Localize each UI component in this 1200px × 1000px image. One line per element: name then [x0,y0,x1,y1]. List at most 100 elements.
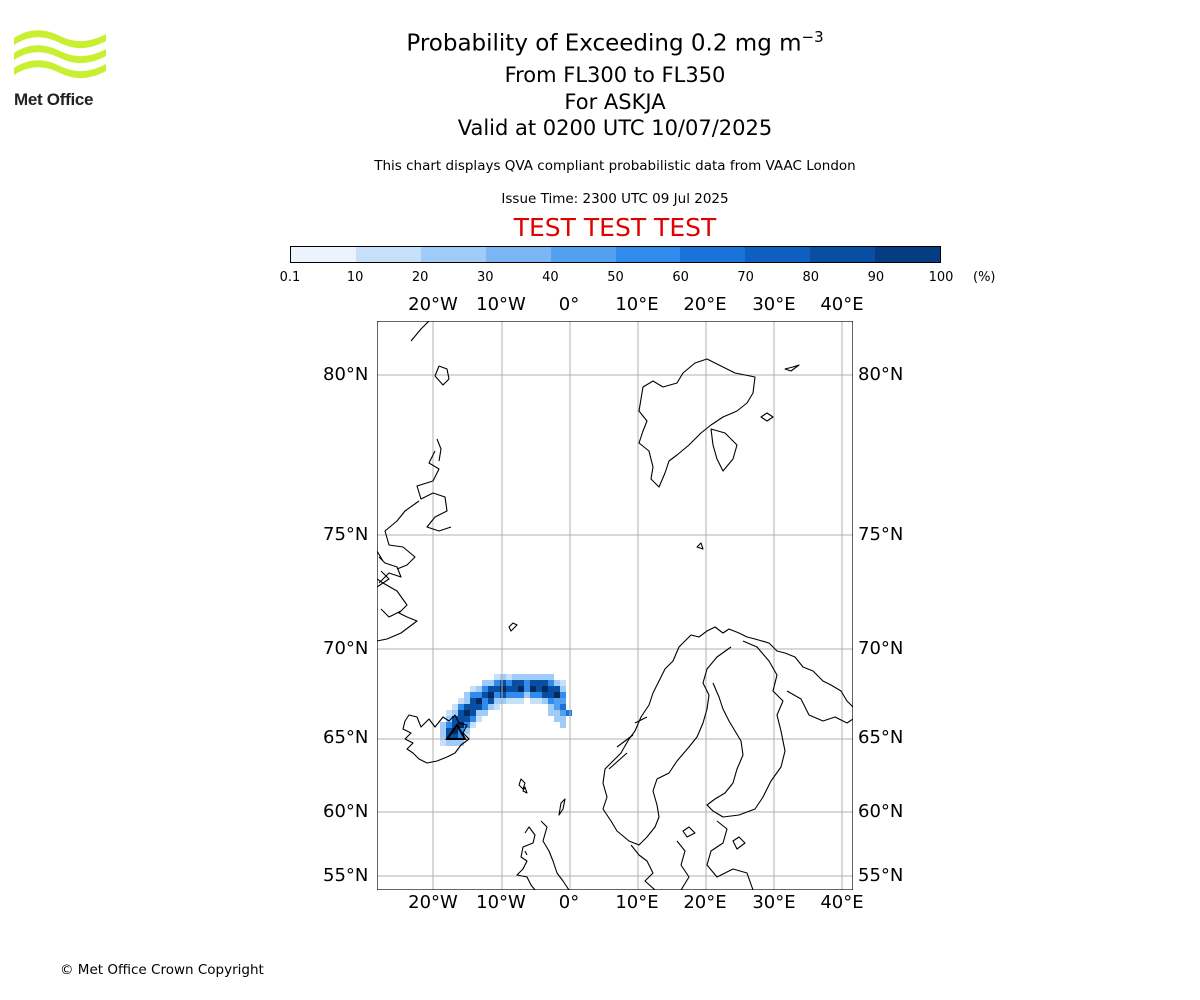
ash-probability-cell [458,734,464,740]
latitude-label-right: 65°N [858,727,904,748]
ash-probability-cell [494,686,500,692]
ash-probability-cell [518,698,524,704]
colorbar-tick-label: 90 [867,270,885,285]
ash-probability-cell [506,674,512,680]
chart-title: Probability of Exceeding 0.2 mg m−3 [300,28,930,57]
ash-probability-cell [536,674,542,680]
ash-probability-cell [566,710,572,716]
ash-probability-cell [446,716,452,722]
ash-probability-cell [530,692,536,698]
latitude-label-right: 70°N [858,638,904,659]
colorbar-tick-label: 50 [607,270,624,285]
probability-colorbar [290,246,941,263]
longitude-label: 20°W [408,892,458,913]
colorbar-tick-label: 40 [542,270,559,285]
ash-probability-cell [542,686,548,692]
colorbar-segment [550,247,616,262]
longitude-label: 20°W [408,294,458,315]
ash-probability-cell [518,686,524,692]
ash-probability-cell [470,722,476,728]
ash-probability-cell [536,686,542,692]
ash-probability-cell [554,680,560,686]
met-office-logo: Met Office [14,28,106,112]
longitude-label: 10°E [615,892,659,913]
ash-probability-cell [500,674,506,680]
colorbar-tick-label: 10 [346,270,364,285]
longitude-label: 10°E [615,294,659,315]
longitude-label: 30°E [752,294,796,315]
longitude-label: 20°E [683,294,727,315]
latitude-label-left: 75°N [323,524,369,545]
ash-probability-cell [470,698,476,704]
coastlines [377,321,853,890]
ash-probability-cell [464,704,470,710]
colorbar-tick-label: 20 [411,270,429,285]
ash-probability-cell [554,704,560,710]
ash-probability-cell [440,734,446,740]
longitude-label: 10°W [476,892,526,913]
ash-probability-cell [512,698,518,704]
ash-probability-cell [476,686,482,692]
ash-probability-cell [470,710,476,716]
ash-probability-cell [458,740,464,746]
ash-probability-cell [452,716,458,722]
ash-probability-cell [476,692,482,698]
ash-probability-cell [452,728,458,734]
ash-probability-cell [506,698,512,704]
ash-probability-cell [560,692,566,698]
ash-probability-cell [512,674,518,680]
volcano-name: For ASKJA [564,90,666,114]
colorbar-segment [615,247,681,262]
longitude-label: 0° [558,892,580,913]
logo-text: Met Office [14,90,94,109]
ash-probability-cell [470,704,476,710]
latitude-label-right: 80°N [858,364,904,385]
latitude-label-right: 55°N [858,865,904,886]
ash-probability-cell [536,680,542,686]
ash-probability-cell [548,680,554,686]
ash-probability-cell [482,680,488,686]
ash-probability-cell [512,692,518,698]
longitude-label: 10°W [476,294,526,315]
ash-probability-cell [518,674,524,680]
ash-probability-cell [470,686,476,692]
ash-probability-cell [542,680,548,686]
ash-probability-cell [500,692,506,698]
ash-probability-cell [476,698,482,704]
ash-probability-cell [440,728,446,734]
ash-probability-cell [494,704,500,710]
ash-probability-cell [554,698,560,704]
volcano-triangle-icon [445,723,467,740]
ash-probability-cell [488,692,494,698]
chart-description: This chart displays QVA compliant probab… [374,158,856,174]
ash-probability-cell [446,728,452,734]
ash-probability-cell [458,716,464,722]
ash-probability-cell [476,716,482,722]
ash-probability-cell [458,698,464,704]
ash-probability-cell [524,686,530,692]
ash-probability-cell [500,680,506,686]
colorbar-tick-label: 80 [802,270,820,285]
ash-probability-cell [548,674,554,680]
ash-probability-cell [482,704,488,710]
ash-probability-cell [560,704,566,710]
ash-probability-cell [452,704,458,710]
ash-probability-cell [548,698,554,704]
longitude-label: 40°E [820,294,864,315]
ash-probability-cell [506,692,512,698]
ash-probability-cell [488,704,494,710]
ash-probability-cell [452,740,458,746]
ash-probability-cell [452,722,458,728]
ash-probability-cell [500,698,506,704]
ash-probability-cell [536,698,542,704]
ash-probability-cell [548,710,554,716]
latitude-label-left: 55°N [323,865,369,886]
longitude-label: 0° [558,294,580,315]
ash-probability-cell [482,710,488,716]
title-exponent: −3 [801,28,824,46]
ash-probability-cell [476,704,482,710]
ash-probability-cell [530,674,536,680]
ash-probability-cell [542,674,548,680]
ash-probability-cell [524,680,530,686]
ash-probability-cell [518,680,524,686]
